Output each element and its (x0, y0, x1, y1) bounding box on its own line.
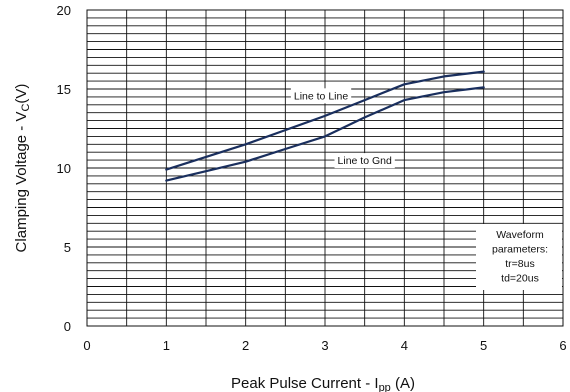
x-tick-label: 6 (559, 338, 566, 353)
series-layer (165, 70, 485, 182)
y-tick-labels: 0 5 10 15 20 (57, 3, 71, 334)
note-line-4: td=20us (501, 273, 539, 285)
y-axis-label-sub: C (20, 104, 32, 112)
waveform-parameters-note: Waveform parameters: tr=8us td=20us (476, 224, 562, 290)
y-axis-label-unit: (V) (13, 84, 30, 104)
note-box (476, 224, 562, 290)
x-tick-label: 1 (163, 338, 170, 353)
note-line-2: parameters: (492, 244, 548, 256)
x-axis-label-main: Peak Pulse Current - I (231, 375, 379, 392)
note-line-3: tr=8us (505, 258, 534, 270)
series-label-text: Line to Gnd (338, 155, 392, 167)
grid (87, 10, 563, 326)
series-label-bg (334, 153, 395, 169)
series-line-line-to-gnd (165, 86, 485, 182)
series-label-text: Line to Line (294, 90, 348, 102)
note-line-1: Waveform (496, 229, 544, 241)
x-tick-label: 4 (401, 338, 408, 353)
x-tick-label: 5 (480, 338, 487, 353)
y-tick-label: 20 (57, 3, 71, 18)
series-label-bg (290, 88, 352, 104)
x-axis-label: Peak Pulse Current - Ipp (A) (231, 375, 415, 392)
series-label-1: Line to Gnd (334, 153, 395, 169)
y-tick-label: 0 (64, 319, 71, 334)
y-axis-label: Clamping Voltage - VC(V) (13, 84, 32, 253)
x-axis-label-sub: pp (379, 382, 391, 392)
y-tick-label: 15 (57, 82, 71, 97)
x-tick-label: 3 (321, 338, 328, 353)
annotations: Line to Line Line to Gnd (290, 88, 395, 169)
series-line-line-to-line (165, 70, 485, 171)
x-tick-labels: 0 1 2 3 4 5 6 (83, 338, 566, 353)
x-tick-label: 0 (83, 338, 90, 353)
series-label-0: Line to Line (290, 88, 352, 104)
y-tick-label: 10 (57, 161, 71, 176)
x-axis-label-unit: (A) (391, 375, 415, 392)
y-axis-label-main: Clamping Voltage - V (13, 112, 30, 253)
plot-frame (86, 9, 564, 327)
y-tick-label: 5 (64, 240, 71, 255)
x-tick-label: 2 (242, 338, 249, 353)
